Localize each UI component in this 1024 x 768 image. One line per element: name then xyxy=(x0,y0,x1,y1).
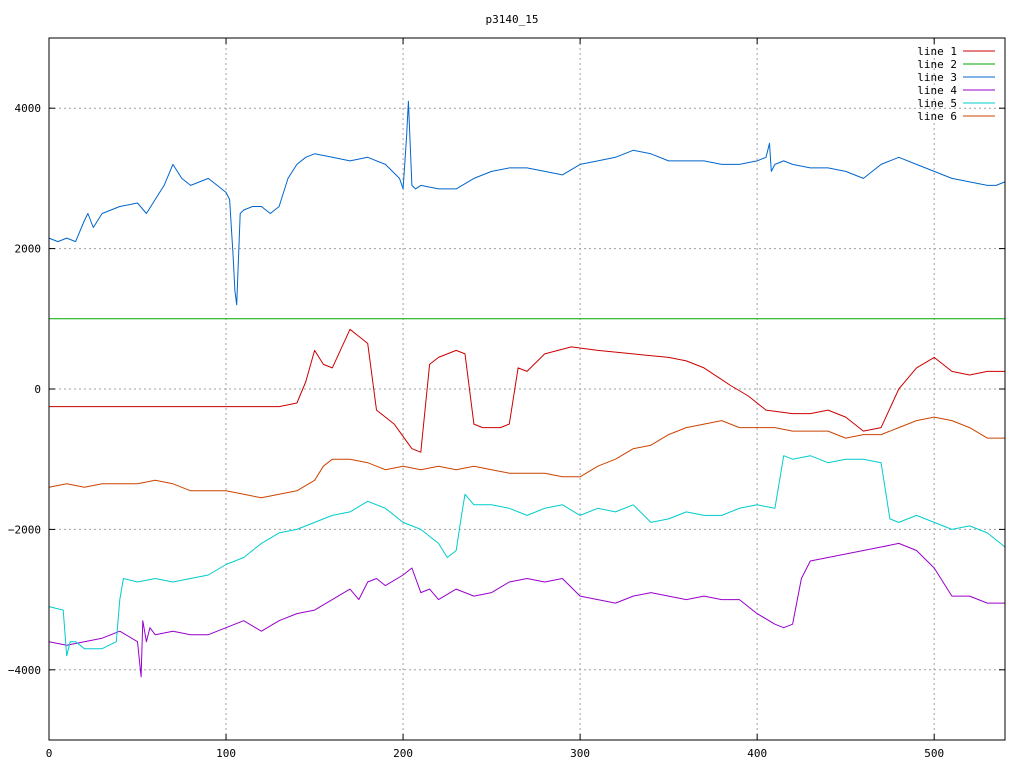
legend-label: line 4 xyxy=(917,84,957,97)
x-tick-label: 300 xyxy=(570,747,590,760)
legend-label: line 3 xyxy=(917,71,957,84)
x-tick-label: 0 xyxy=(46,747,53,760)
legend-label: line 1 xyxy=(917,45,957,58)
series-line-4 xyxy=(48,542,1005,678)
x-tick-label: 100 xyxy=(216,747,236,760)
series-line-3 xyxy=(48,100,1006,306)
grid-lines xyxy=(49,38,1005,740)
series-layer xyxy=(48,100,1006,678)
y-tick-label: −4000 xyxy=(8,664,41,677)
series-line-6 xyxy=(48,416,1005,499)
series-line-5 xyxy=(48,455,1006,657)
x-tick-label: 400 xyxy=(747,747,767,760)
legend-label: line 2 xyxy=(917,58,957,71)
y-tick-label: 0 xyxy=(34,383,41,396)
legend-label: line 5 xyxy=(917,97,957,110)
axis-ticks: 0 100 200 300 400 500 −4000 −2000 0 2000 4000 xyxy=(8,38,1005,760)
series-line-1 xyxy=(49,328,1005,453)
chart-title: p3140_15 xyxy=(486,13,539,26)
y-tick-label: 4000 xyxy=(15,102,42,115)
y-tick-label: −2000 xyxy=(8,523,41,536)
x-tick-label: 500 xyxy=(924,747,944,760)
y-tick-label: 2000 xyxy=(15,243,42,256)
legend-label: line 6 xyxy=(917,110,957,123)
x-tick-label: 200 xyxy=(393,747,413,760)
